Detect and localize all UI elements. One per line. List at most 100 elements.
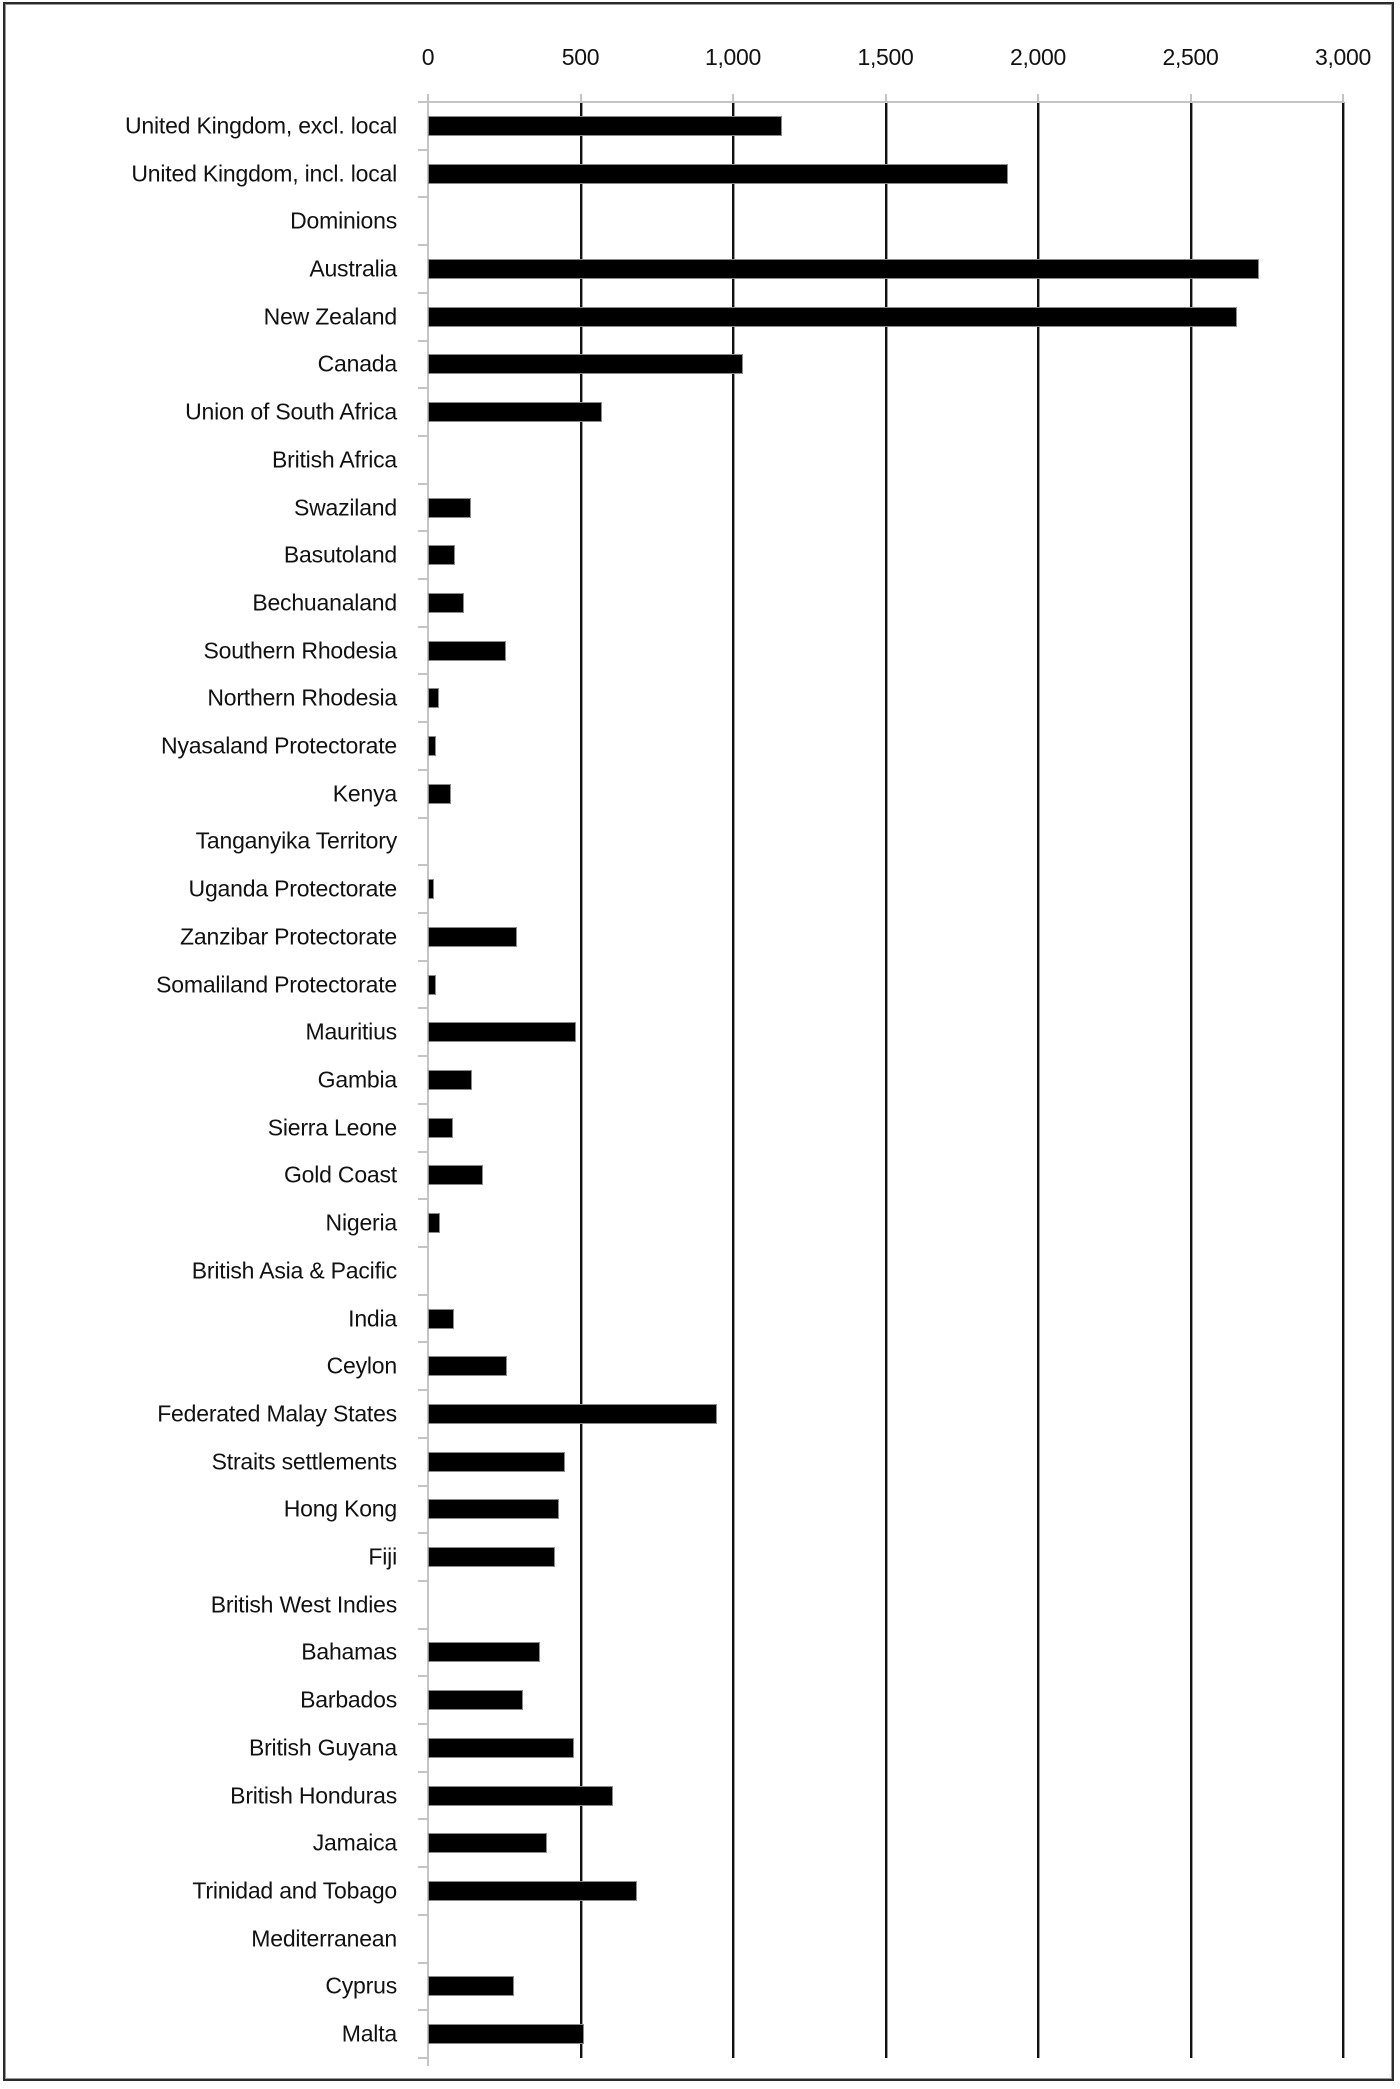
y-axis-tick-mark [418, 959, 428, 962]
bar [429, 641, 506, 660]
chart-row: Ceylon [0, 1342, 1400, 1392]
bar [429, 164, 1007, 183]
vertical-gridline [1342, 102, 1344, 2058]
bar [429, 1404, 716, 1423]
chart-row: New Zealand [0, 293, 1400, 342]
category-label: Southern Rhodesia [203, 637, 397, 664]
y-axis-tick-mark [418, 1866, 428, 1869]
chart-row: United Kingdom, excl. local [0, 102, 1400, 151]
bar [429, 1118, 452, 1137]
category-label: Fiji [368, 1543, 397, 1570]
bar [429, 1548, 554, 1567]
chart-frame [3, 2, 1394, 2081]
y-axis-tick-mark [418, 1913, 428, 1916]
category-label: Basutoland [283, 541, 397, 568]
category-label: Dominions [290, 207, 397, 234]
category-label: Nigeria [325, 1209, 398, 1236]
category-label: Zanzibar Protectorate [180, 923, 397, 950]
category-label: Somaliland Protectorate [156, 971, 397, 998]
bar [429, 1691, 522, 1710]
category-label: Sierra Leone [267, 1114, 398, 1141]
y-axis-tick-mark [418, 1198, 428, 1201]
chart-row: Fiji [0, 1533, 1400, 1582]
y-axis-tick-mark [418, 1770, 428, 1773]
vertical-gridline [1189, 102, 1192, 2058]
chart-row: Kenya [0, 770, 1400, 819]
vertical-gridline [579, 102, 582, 2058]
y-axis-tick-mark [418, 625, 428, 628]
category-label: Trinidad and Tobago [192, 1877, 397, 1904]
x-axis-tick-mark [1189, 94, 1192, 102]
y-axis-tick-mark [418, 148, 428, 151]
bar [429, 880, 433, 899]
chart-row: Tanganyika Territory [0, 818, 1400, 867]
y-axis-tick-mark [418, 1579, 428, 1582]
bar [429, 1882, 636, 1900]
x-tick-label: 2,000 [1009, 44, 1067, 70]
chart-row: Southern Rhodesia [0, 627, 1400, 676]
bar [429, 403, 602, 422]
chart-row: Gambia [0, 1056, 1400, 1105]
y-axis-tick-mark [418, 530, 428, 533]
y-axis-tick-mark [418, 768, 428, 771]
bar [429, 593, 463, 612]
category-label: United Kingdom, incl. local [131, 160, 397, 187]
category-label: Ceylon [326, 1352, 398, 1379]
y-axis-tick-mark [418, 1961, 428, 1964]
chart-row: Hong Kong [0, 1486, 1400, 1535]
y-axis-tick-mark [418, 291, 428, 294]
bar [429, 927, 517, 946]
category-label: Malta [341, 2020, 397, 2047]
category-label: Hong Kong [283, 1495, 397, 1522]
chart-row: Mediterranean [0, 1915, 1400, 1964]
x-tick-label: 3,000 [1314, 44, 1372, 70]
chart-row: Canada [0, 341, 1400, 390]
chart-row: Union of South Africa [0, 388, 1400, 437]
category-label: Mauritius [305, 1018, 397, 1045]
vertical-gridline [1037, 102, 1039, 2058]
category-label: Union of South Africa [185, 398, 397, 425]
y-axis-tick-mark [418, 1723, 428, 1726]
chart-row: Basutoland [0, 531, 1400, 581]
chart-row: Mauritius [0, 1008, 1400, 1058]
category-label: Kenya [332, 780, 397, 807]
y-axis-tick-mark [418, 578, 428, 581]
chart-row: British Asia & Pacific [0, 1247, 1400, 1296]
category-label: British Africa [271, 446, 397, 473]
y-axis-tick-mark [418, 816, 428, 819]
bar [429, 975, 435, 994]
y-axis-tick-mark [418, 2056, 428, 2059]
category-label: Bechuanaland [252, 589, 397, 616]
y-axis-tick-mark [418, 434, 428, 437]
y-axis-tick-mark [418, 1293, 428, 1296]
bar [429, 1214, 439, 1233]
y-axis-tick-mark [418, 864, 428, 867]
chart-row: Trinidad and Tobago [0, 1867, 1400, 1916]
chart-row: Uganda Protectorate [0, 865, 1400, 915]
category-label: British Guyana [248, 1734, 397, 1761]
chart-row: Northern Rhodesia [0, 674, 1400, 724]
x-axis-line [418, 101, 1344, 103]
bar [429, 1023, 575, 1042]
y-axis-tick-mark [418, 1102, 428, 1105]
category-label: United Kingdom, excl. local [124, 112, 397, 139]
chart-row: India [0, 1295, 1400, 1344]
y-axis-tick-mark [418, 196, 428, 199]
category-label: Jamaica [312, 1829, 397, 1856]
bar [429, 1786, 613, 1805]
y-axis-tick-mark [418, 1055, 428, 1058]
chart-row: Somaliland Protectorate [0, 961, 1400, 1010]
category-label: Gambia [317, 1066, 398, 1093]
vertical-gridline [884, 102, 887, 2058]
bar [429, 1834, 547, 1853]
category-label: Swaziland [293, 494, 397, 520]
y-axis-tick-mark [418, 1484, 428, 1487]
chart-row: British Guyana [0, 1724, 1400, 1773]
x-axis-tick-mark [579, 94, 582, 102]
y-axis-tick-mark [418, 2009, 428, 2012]
bar [429, 355, 743, 374]
chart-row: Federated Malay States [0, 1390, 1400, 1439]
category-label: British Asia & Pacific [191, 1257, 397, 1284]
chart-row: British Africa [0, 436, 1400, 485]
